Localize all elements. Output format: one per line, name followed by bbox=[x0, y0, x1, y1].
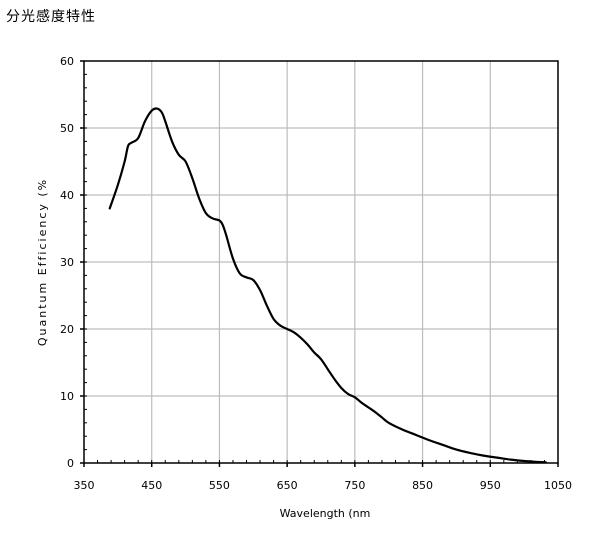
x-tick-labels: 350 450 550 650 750 850 950 1050 bbox=[74, 479, 573, 492]
y-tick-label: 50 bbox=[60, 122, 74, 135]
y-tick-label: 40 bbox=[60, 189, 74, 202]
x-tick-label: 750 bbox=[344, 479, 365, 492]
y-tick-label: 10 bbox=[60, 390, 74, 403]
major-ticks bbox=[80, 60, 559, 467]
x-tick-label: 950 bbox=[480, 479, 501, 492]
y-tick-label: 20 bbox=[60, 323, 74, 336]
quantum-efficiency-curve bbox=[108, 107, 547, 464]
x-axis-title: Wavelength (nm bbox=[280, 507, 371, 520]
y-axis-title: Quantum Efficiency (% bbox=[36, 178, 49, 346]
x-tick-label: 450 bbox=[141, 479, 162, 492]
grid-lines bbox=[84, 61, 558, 463]
y-tick-label: 30 bbox=[60, 256, 74, 269]
y-tick-label: 60 bbox=[60, 55, 74, 68]
x-tick-label: 650 bbox=[277, 479, 298, 492]
y-tick-label: 0 bbox=[67, 457, 74, 470]
x-tick-label: 1050 bbox=[544, 479, 572, 492]
y-tick-labels: 0 10 20 30 40 50 60 bbox=[60, 55, 74, 470]
x-tick-label: 550 bbox=[209, 479, 230, 492]
x-tick-label: 350 bbox=[74, 479, 95, 492]
page-title: 分光感度特性 bbox=[6, 9, 96, 25]
x-tick-label: 850 bbox=[412, 479, 433, 492]
